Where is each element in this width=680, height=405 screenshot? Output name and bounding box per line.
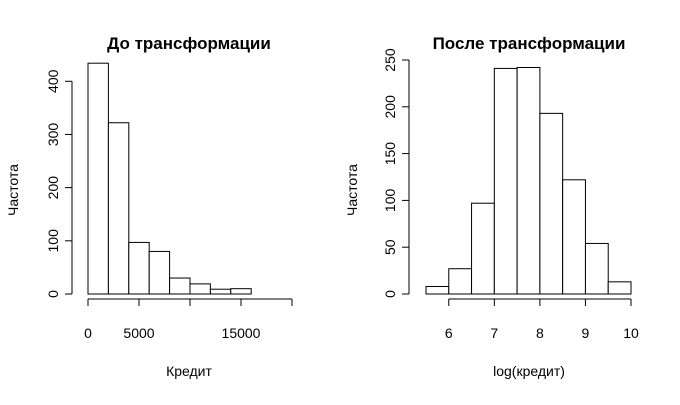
y-tick-label: 50	[382, 239, 398, 255]
histogram-bar	[516, 66, 541, 295]
y-axis-label: Частота	[344, 164, 360, 216]
histogram-bar	[128, 241, 150, 295]
x-axis-label: Кредит	[166, 363, 212, 379]
histogram-bar	[107, 122, 130, 295]
histogram-bar	[148, 250, 171, 295]
y-tick-label: 200	[382, 95, 398, 119]
y-tick-label: 100	[382, 189, 398, 213]
histogram-bar	[584, 242, 609, 295]
x-tick-label: 6	[445, 325, 453, 341]
histogram-bar	[425, 286, 450, 295]
chart-title: После трансформации	[433, 34, 626, 53]
histogram-bar	[448, 268, 473, 295]
y-tick-label: 100	[45, 229, 61, 253]
x-axis-label: log(кредит)	[493, 363, 565, 379]
x-tick-label: 5000	[123, 325, 154, 341]
histogram-bar	[562, 179, 586, 295]
histogram-bar	[209, 288, 232, 295]
histogram-bar	[87, 62, 109, 295]
x-tick-label: 0	[84, 325, 92, 341]
histogram-bar	[607, 281, 632, 295]
x-tick-label: 15000	[222, 325, 261, 341]
y-tick-label: 0	[45, 290, 61, 298]
x-tick-label: 7	[490, 325, 498, 341]
y-tick-label: 200	[45, 176, 61, 200]
histogram-1: До трансформации 0 5000 15000 0 100 200 300 400 К…	[5, 34, 293, 379]
y-tick-label: 400	[45, 69, 61, 93]
chart-title: До трансформации	[107, 34, 271, 53]
y-axis-label: Частота	[5, 164, 21, 216]
histogram-bar	[169, 277, 191, 295]
histogram-bar	[471, 202, 495, 295]
y-tick-label: 300	[45, 123, 61, 147]
histogram-bar	[539, 112, 564, 295]
x-tick-label: 10	[623, 325, 639, 341]
histogram-bar	[493, 67, 518, 295]
histogram-bar	[189, 283, 211, 295]
histogram-bar	[230, 288, 252, 295]
x-tick-label: 9	[582, 325, 590, 341]
y-tick-label: 0	[382, 290, 398, 298]
y-tick-label: 150	[382, 142, 398, 166]
x-tick-label: 8	[536, 325, 544, 341]
y-tick-label: 250	[382, 48, 398, 72]
